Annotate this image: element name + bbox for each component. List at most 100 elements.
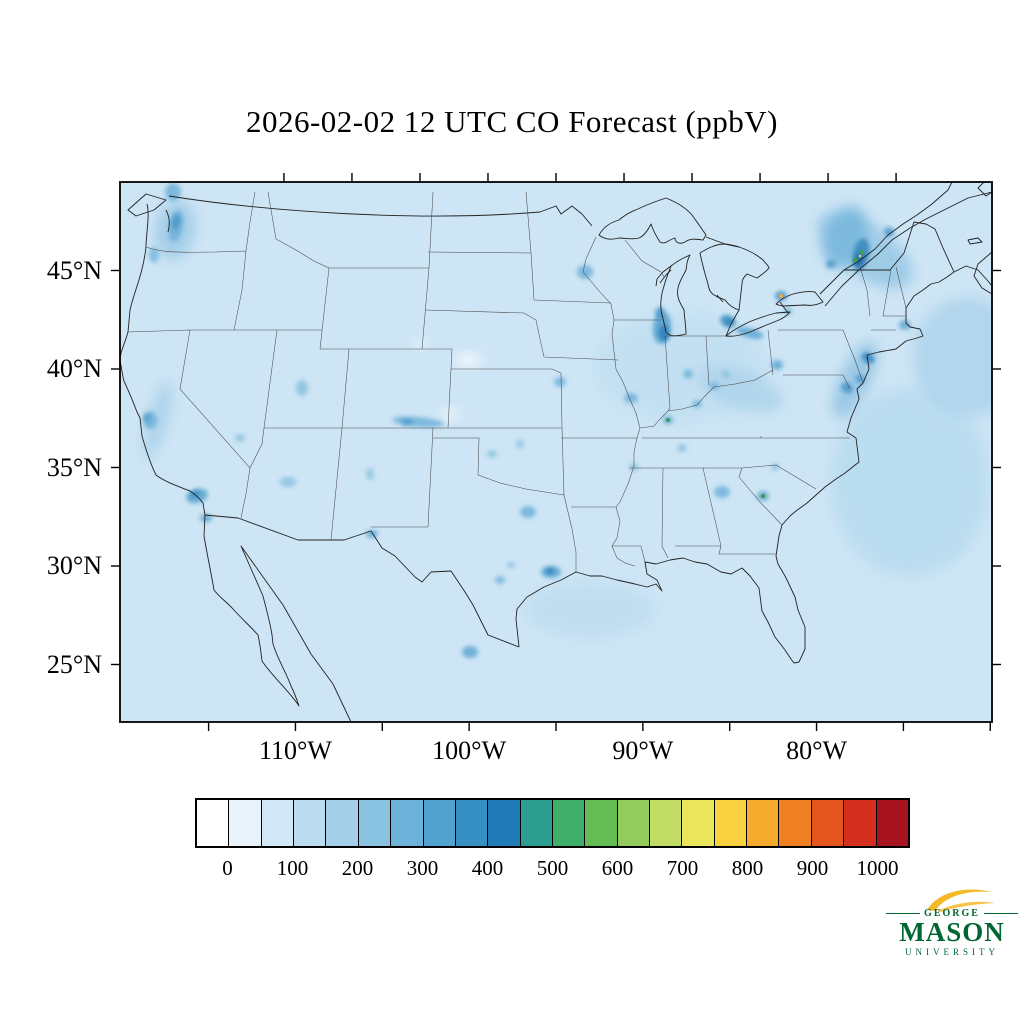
colorbar-cell bbox=[552, 800, 586, 846]
lat-tick-label: 45°N bbox=[46, 255, 102, 285]
colorbar-cell bbox=[876, 800, 908, 846]
hotspot-layer bbox=[666, 250, 864, 499]
colorbar-cell bbox=[844, 800, 877, 846]
co-plume bbox=[235, 434, 245, 442]
vancouver-island bbox=[127, 193, 167, 217]
co-plume bbox=[784, 307, 792, 315]
colorbar-tick-label: 500 bbox=[536, 856, 569, 880]
lon-tick-label: 110°W bbox=[258, 736, 332, 765]
lon-tick-label: 80°W bbox=[786, 736, 848, 765]
co-plume-layer bbox=[143, 183, 992, 658]
colorbar-cell bbox=[682, 800, 715, 846]
lake-erie bbox=[725, 311, 791, 337]
colorbar-tick-label: 800 bbox=[731, 856, 764, 880]
lake-huron bbox=[699, 243, 770, 311]
co-plume bbox=[462, 646, 478, 658]
gmu-logo: GEORGE MASON UNIVERSITY bbox=[886, 888, 1018, 957]
gulf-atlantic-coast bbox=[515, 271, 955, 664]
map-frame bbox=[119, 181, 993, 723]
co-plume bbox=[884, 227, 894, 237]
lake-superior bbox=[598, 197, 707, 244]
gmu-swoosh-icon bbox=[927, 889, 995, 912]
co-hotspot-dot bbox=[860, 250, 864, 254]
colorbar-cell bbox=[779, 800, 812, 846]
co-plume bbox=[677, 444, 687, 452]
lon-tick-label: 100°W bbox=[432, 736, 507, 765]
co-plume bbox=[554, 377, 566, 387]
colorbar-tick-label: 600 bbox=[601, 856, 634, 880]
co-plume bbox=[714, 486, 730, 498]
colorbar-cell bbox=[488, 800, 521, 846]
logo-rule-right bbox=[983, 913, 1018, 914]
colorbar-cell bbox=[229, 800, 262, 846]
co-plume bbox=[520, 506, 536, 518]
axis-ticks bbox=[111, 173, 1001, 731]
co-plume bbox=[296, 380, 308, 396]
green-bay bbox=[655, 265, 672, 287]
st-lawrence-north-bank bbox=[824, 191, 992, 307]
new-brunswick-coast bbox=[953, 265, 992, 287]
co-plume bbox=[143, 381, 173, 459]
colorbar bbox=[195, 798, 910, 848]
colorbar-tick-label: 0 bbox=[222, 856, 233, 880]
colorbar-cell bbox=[423, 800, 456, 846]
canada-border-west bbox=[168, 195, 593, 227]
coastline-layer bbox=[120, 182, 992, 722]
colorbar-tick-label: 700 bbox=[666, 856, 699, 880]
colorbar-cell bbox=[585, 800, 618, 846]
co-plume bbox=[659, 325, 669, 341]
forecast-map bbox=[111, 173, 1001, 731]
colorbar-cell bbox=[747, 800, 780, 846]
co-plume bbox=[546, 568, 554, 574]
state-borders-layer bbox=[127, 191, 907, 572]
lat-tick-label: 25°N bbox=[46, 649, 102, 679]
detroit-river-border bbox=[725, 309, 740, 337]
co-plume bbox=[441, 409, 459, 419]
logo-george-row: GEORGE bbox=[886, 908, 1018, 919]
co-plume bbox=[899, 320, 911, 330]
co-plume bbox=[655, 307, 665, 319]
co-hotspot-dot bbox=[779, 294, 783, 298]
mexico-border-rio-grande bbox=[204, 514, 520, 648]
co-plume bbox=[149, 247, 159, 263]
logo-rule-left bbox=[886, 913, 921, 914]
co-plume bbox=[709, 382, 719, 390]
colorbar-cell bbox=[617, 800, 651, 846]
niagara-river bbox=[779, 301, 789, 314]
co-plume bbox=[722, 370, 730, 378]
colorbar-tick-label: 1000 bbox=[856, 856, 899, 880]
colorbar-cell bbox=[294, 800, 327, 846]
colorbar-tick-label: 300 bbox=[406, 856, 439, 880]
prince-edward-island bbox=[967, 237, 983, 245]
page-title: 2026-02-02 12 UTC CO Forecast (ppbV) bbox=[245, 104, 778, 139]
colorbar-cell bbox=[197, 800, 230, 846]
colorbar-tick-label: 400 bbox=[471, 856, 504, 880]
colorbar-cell bbox=[520, 800, 553, 846]
colorbar-tick-label: 900 bbox=[796, 856, 829, 880]
co-plume bbox=[826, 260, 836, 268]
co-plume bbox=[507, 562, 515, 568]
co-plume bbox=[624, 393, 638, 403]
co-plume bbox=[771, 360, 783, 370]
newfoundland-corner bbox=[977, 182, 992, 197]
co-plume bbox=[144, 414, 150, 422]
co-plume bbox=[629, 463, 639, 471]
colorbar-cell bbox=[391, 800, 424, 846]
nova-scotia bbox=[973, 251, 992, 295]
co-plume bbox=[495, 576, 505, 584]
co-plume bbox=[525, 582, 655, 638]
co-plume bbox=[454, 354, 482, 366]
colorbar-cell bbox=[455, 800, 489, 846]
co-plume bbox=[736, 326, 764, 340]
st-lawrence-south-bank bbox=[819, 182, 953, 295]
co-plume bbox=[683, 369, 693, 379]
co-plume bbox=[165, 183, 181, 201]
lon-tick-label: 90°W bbox=[612, 736, 674, 765]
colorbar-tick-label: 100 bbox=[276, 856, 309, 880]
logo-university-text: UNIVERSITY bbox=[905, 947, 999, 957]
co-plume bbox=[841, 382, 853, 394]
colorbar-cell bbox=[811, 800, 845, 846]
co-plume bbox=[366, 530, 378, 538]
logo-george-text: GEORGE bbox=[924, 908, 980, 919]
co-hotspot-dot bbox=[666, 418, 670, 422]
